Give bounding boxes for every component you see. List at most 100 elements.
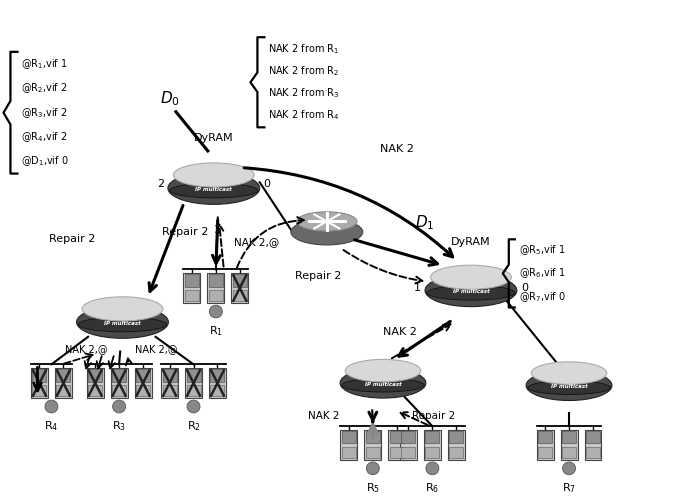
Bar bbox=[233, 290, 247, 301]
Ellipse shape bbox=[431, 265, 511, 289]
Bar bbox=[342, 447, 356, 458]
Bar bbox=[538, 431, 552, 443]
Text: @R$_2$,vif 2: @R$_2$,vif 2 bbox=[22, 82, 68, 95]
Bar bbox=[112, 385, 126, 396]
Bar bbox=[400, 430, 417, 460]
Text: NAK 2: NAK 2 bbox=[383, 327, 417, 337]
Text: @R$_1$,vif 1: @R$_1$,vif 1 bbox=[22, 57, 68, 71]
Bar bbox=[210, 369, 224, 382]
Bar bbox=[88, 385, 102, 396]
Ellipse shape bbox=[427, 285, 515, 300]
Text: R$_2$: R$_2$ bbox=[186, 419, 201, 433]
Bar bbox=[186, 385, 201, 396]
Circle shape bbox=[113, 400, 125, 413]
Text: NAK 2: NAK 2 bbox=[380, 144, 414, 154]
Text: Repair 2: Repair 2 bbox=[412, 411, 456, 420]
Text: IP multicast: IP multicast bbox=[104, 321, 141, 326]
Bar bbox=[562, 431, 576, 443]
Circle shape bbox=[187, 400, 200, 413]
Bar bbox=[586, 431, 600, 443]
Bar bbox=[185, 368, 202, 398]
Ellipse shape bbox=[342, 378, 424, 392]
Text: Repair 2: Repair 2 bbox=[161, 227, 208, 237]
Bar bbox=[185, 290, 199, 301]
Circle shape bbox=[45, 400, 58, 413]
Bar bbox=[366, 431, 380, 443]
Bar bbox=[136, 369, 150, 382]
Bar bbox=[55, 368, 72, 398]
Bar bbox=[388, 430, 405, 460]
Bar bbox=[425, 447, 439, 458]
Text: 1: 1 bbox=[414, 283, 421, 294]
Text: R$_1$: R$_1$ bbox=[209, 324, 223, 338]
Bar bbox=[185, 274, 199, 287]
Bar bbox=[87, 368, 104, 398]
Bar bbox=[424, 430, 441, 460]
Text: 0: 0 bbox=[521, 283, 528, 294]
Ellipse shape bbox=[79, 317, 167, 332]
Text: NAK 2: NAK 2 bbox=[308, 411, 339, 420]
Text: $D_1$: $D_1$ bbox=[416, 213, 435, 232]
Ellipse shape bbox=[77, 306, 168, 338]
Ellipse shape bbox=[168, 172, 260, 204]
Text: $D_0$: $D_0$ bbox=[160, 89, 180, 108]
Ellipse shape bbox=[82, 297, 163, 321]
Bar bbox=[450, 447, 463, 458]
Ellipse shape bbox=[291, 219, 363, 245]
Bar bbox=[209, 368, 226, 398]
Bar bbox=[207, 273, 224, 303]
Bar bbox=[584, 430, 601, 460]
Text: Repair 2: Repair 2 bbox=[295, 271, 342, 281]
Ellipse shape bbox=[532, 362, 607, 384]
Bar bbox=[562, 447, 576, 458]
Bar bbox=[342, 431, 356, 443]
Text: @R$_3$,vif 2: @R$_3$,vif 2 bbox=[22, 106, 68, 120]
Ellipse shape bbox=[174, 163, 254, 187]
Bar bbox=[450, 431, 463, 443]
Bar bbox=[33, 385, 47, 396]
Text: R$_4$: R$_4$ bbox=[44, 419, 58, 433]
Bar bbox=[401, 431, 416, 443]
Ellipse shape bbox=[528, 381, 610, 395]
Bar bbox=[538, 447, 552, 458]
Text: @R$_4$,vif 2: @R$_4$,vif 2 bbox=[22, 130, 68, 144]
Text: NAK 2 from R$_4$: NAK 2 from R$_4$ bbox=[268, 108, 340, 122]
Text: 0: 0 bbox=[264, 179, 271, 189]
Text: IP multicast: IP multicast bbox=[551, 384, 587, 389]
Text: R$_6$: R$_6$ bbox=[425, 481, 439, 495]
Bar bbox=[390, 431, 404, 443]
Bar bbox=[536, 430, 553, 460]
Circle shape bbox=[366, 462, 379, 475]
Bar bbox=[401, 447, 416, 458]
Bar bbox=[186, 369, 201, 382]
Bar bbox=[161, 368, 178, 398]
Bar bbox=[233, 274, 247, 287]
Text: @D$_1$,vif 0: @D$_1$,vif 0 bbox=[22, 155, 69, 168]
Bar bbox=[366, 447, 380, 458]
Bar bbox=[134, 368, 152, 398]
Circle shape bbox=[563, 462, 576, 475]
Text: IP multicast: IP multicast bbox=[365, 382, 401, 387]
Bar bbox=[33, 369, 47, 382]
Bar bbox=[425, 431, 439, 443]
Ellipse shape bbox=[340, 368, 426, 398]
Bar bbox=[209, 274, 223, 287]
Bar bbox=[136, 385, 150, 396]
Text: NAK 2,@: NAK 2,@ bbox=[65, 344, 108, 354]
Bar bbox=[561, 430, 578, 460]
Bar bbox=[210, 385, 224, 396]
Bar bbox=[163, 369, 176, 382]
Text: DyRAM: DyRAM bbox=[194, 133, 234, 143]
Text: IP multicast: IP multicast bbox=[195, 187, 232, 192]
Text: NAK 2,@: NAK 2,@ bbox=[234, 237, 279, 247]
Text: Repair 2: Repair 2 bbox=[49, 234, 95, 245]
Bar bbox=[184, 273, 201, 303]
Text: NAK 2 from R$_3$: NAK 2 from R$_3$ bbox=[268, 86, 340, 100]
Bar bbox=[56, 385, 71, 396]
Bar bbox=[111, 368, 127, 398]
Text: @R$_5$,vif 1: @R$_5$,vif 1 bbox=[519, 243, 565, 257]
Bar bbox=[56, 369, 71, 382]
Text: @R$_7$,vif 0: @R$_7$,vif 0 bbox=[519, 290, 565, 304]
Text: NAK 2,@: NAK 2,@ bbox=[135, 344, 177, 354]
Text: R$_3$: R$_3$ bbox=[112, 419, 126, 433]
